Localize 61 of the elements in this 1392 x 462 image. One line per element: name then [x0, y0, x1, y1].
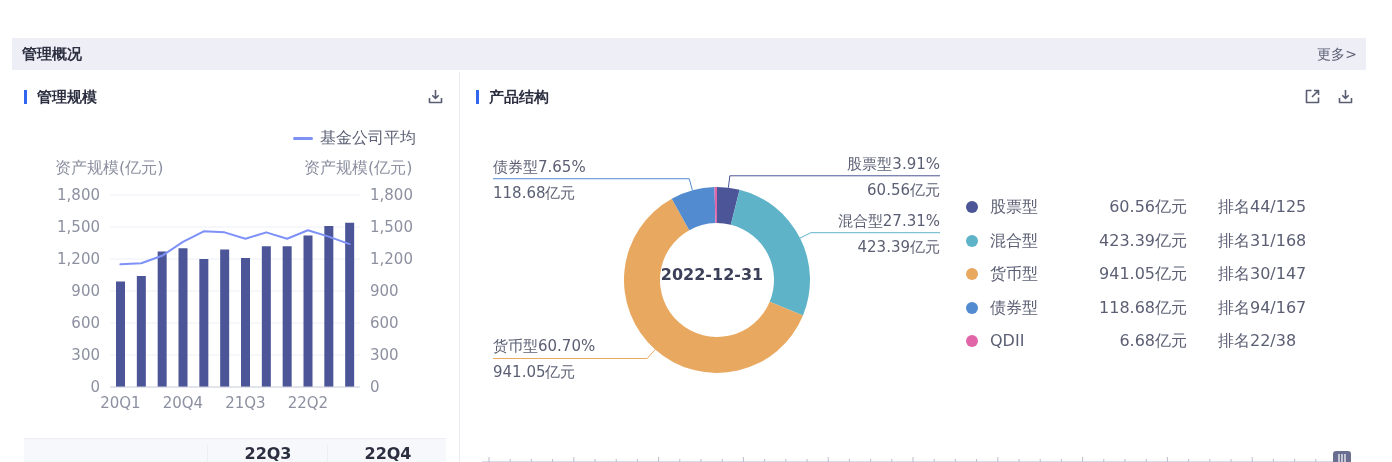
bar — [261, 246, 271, 387]
text: 排名30/147 — [1218, 264, 1307, 283]
data-label: 混合型27.31% 423.39亿元 — [837, 211, 940, 256]
data-label: 股票型3.91% 60.56亿元 — [847, 154, 940, 199]
donut-slice — [714, 187, 717, 224]
y2-tick-label: 1,800 — [370, 186, 413, 205]
bar — [157, 251, 167, 387]
y2-tick-label: 900 — [370, 282, 399, 301]
x-tick-label: 20Q1 — [100, 393, 141, 412]
bar — [303, 235, 313, 387]
text: 941.05亿元 — [1099, 264, 1187, 283]
bar — [116, 281, 125, 387]
legend-label: 债券型 — [990, 297, 1038, 317]
legend-label: 基金公司平均 — [320, 127, 416, 149]
bar — [241, 257, 250, 387]
text: 排名31/168 — [1218, 230, 1307, 250]
data-label: 债券型7.65% 118.68亿元 — [493, 157, 586, 202]
bar — [324, 225, 334, 387]
text: 22Q4 — [364, 444, 412, 462]
text: 423.39亿元 — [1099, 230, 1187, 250]
y-tick-label: 600 — [71, 314, 100, 333]
text: 更多> — [1317, 46, 1357, 62]
text: 管理概况 — [22, 45, 82, 63]
data-label: 货币型60.70% 941.05亿元 — [493, 337, 596, 382]
y-tick-label: 0 — [90, 378, 100, 397]
text: 6.68亿元 — [1119, 331, 1187, 350]
text: 2022-12-31 — [660, 265, 764, 284]
bar — [220, 249, 230, 387]
bar — [178, 248, 188, 387]
legend-label: 股票型 — [990, 197, 1038, 216]
line-series — [119, 229, 351, 266]
bar — [199, 259, 209, 387]
bar — [282, 246, 292, 387]
text: 22Q3 — [244, 444, 292, 462]
legend-label: QDII — [990, 331, 1025, 350]
y-tick-label: 900 — [71, 282, 100, 301]
bar — [345, 222, 355, 387]
text: 排名44/125 — [1218, 197, 1307, 216]
x-tick-label: 21Q3 — [225, 393, 266, 412]
y-tick-label: 1,200 — [57, 250, 100, 269]
text: 排名22/38 — [1218, 331, 1297, 350]
y-axis-title: 资产规模(亿元) — [55, 158, 164, 177]
text: 118.68亿元 — [1099, 297, 1187, 317]
y-tick-label: 1,500 — [57, 218, 100, 237]
y2-axis-title: 资产规模(亿元) — [304, 158, 413, 177]
chart-title: 产品结构 — [489, 88, 549, 106]
y2-tick-label: 0 — [370, 378, 380, 397]
y2-tick-label: 1,500 — [370, 218, 413, 237]
y2-tick-label: 600 — [370, 314, 399, 333]
y-tick-label: 300 — [71, 346, 100, 365]
legend-label: 货币型 — [990, 264, 1038, 283]
text: 排名94/167 — [1218, 297, 1307, 317]
y2-tick-label: 300 — [370, 346, 399, 365]
y-tick-label: 1,800 — [57, 186, 100, 205]
legend-label: 混合型 — [990, 230, 1038, 250]
chart-title: 管理规模 — [37, 88, 97, 106]
text: 60.56亿元 — [1109, 197, 1187, 216]
x-tick-label: 20Q4 — [162, 393, 204, 412]
y2-tick-label: 1,200 — [370, 250, 413, 269]
x-tick-label: 22Q2 — [287, 393, 329, 412]
bar — [136, 276, 146, 387]
